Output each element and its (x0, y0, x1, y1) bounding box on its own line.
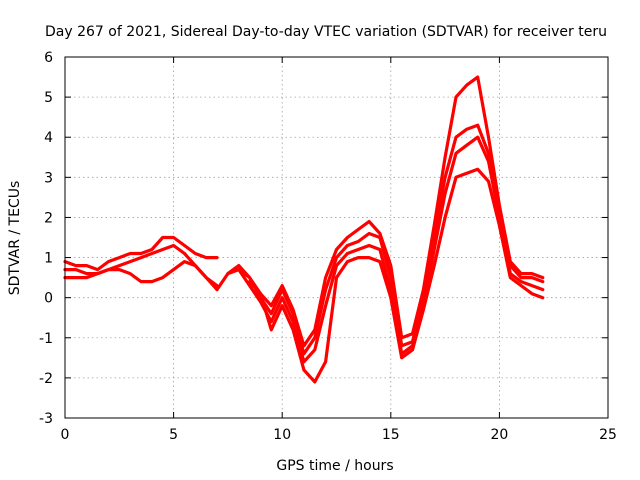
y-tick-label: 6 (44, 50, 53, 66)
y-tick-label: 5 (44, 90, 53, 106)
grid-lines (65, 57, 608, 418)
series-line-6 (237, 135, 545, 364)
plot-area-frame (64, 56, 609, 419)
y-tick-label: -3 (39, 411, 53, 427)
axis-ticks (64, 56, 609, 419)
x-tick-label: 0 (61, 427, 70, 443)
series-line-7 (248, 167, 545, 384)
y-tick-label: 0 (44, 291, 53, 307)
y-tick-label: 1 (44, 251, 53, 267)
y-tick-label: -1 (39, 331, 53, 347)
series-group (63, 75, 545, 384)
y-tick-label: 3 (44, 170, 53, 186)
series-line-1 (63, 235, 219, 272)
x-tick-labels: 0 5 10 15 20 25 (61, 427, 617, 443)
y-tick-label: 4 (44, 130, 53, 146)
y-tick-label: 2 (44, 210, 53, 226)
x-axis-label: GPS time / hours (276, 458, 393, 474)
y-tick-labels: -3 -2 -1 0 1 2 3 4 5 6 (39, 50, 53, 427)
y-tick-label: -2 (39, 371, 53, 387)
x-tick-label: 15 (382, 427, 400, 443)
series-line-3 (63, 260, 219, 288)
y-axis-label: SDTVAR / TECUs (7, 181, 23, 296)
x-tick-label: 10 (273, 427, 291, 443)
chart-title: Day 267 of 2021, Sidereal Day-to-day VTE… (45, 24, 607, 40)
x-tick-label: 25 (599, 427, 617, 443)
series-line-2 (63, 243, 219, 292)
x-tick-label: 5 (169, 427, 178, 443)
series-line-4 (215, 75, 545, 348)
x-tick-label: 20 (490, 427, 508, 443)
